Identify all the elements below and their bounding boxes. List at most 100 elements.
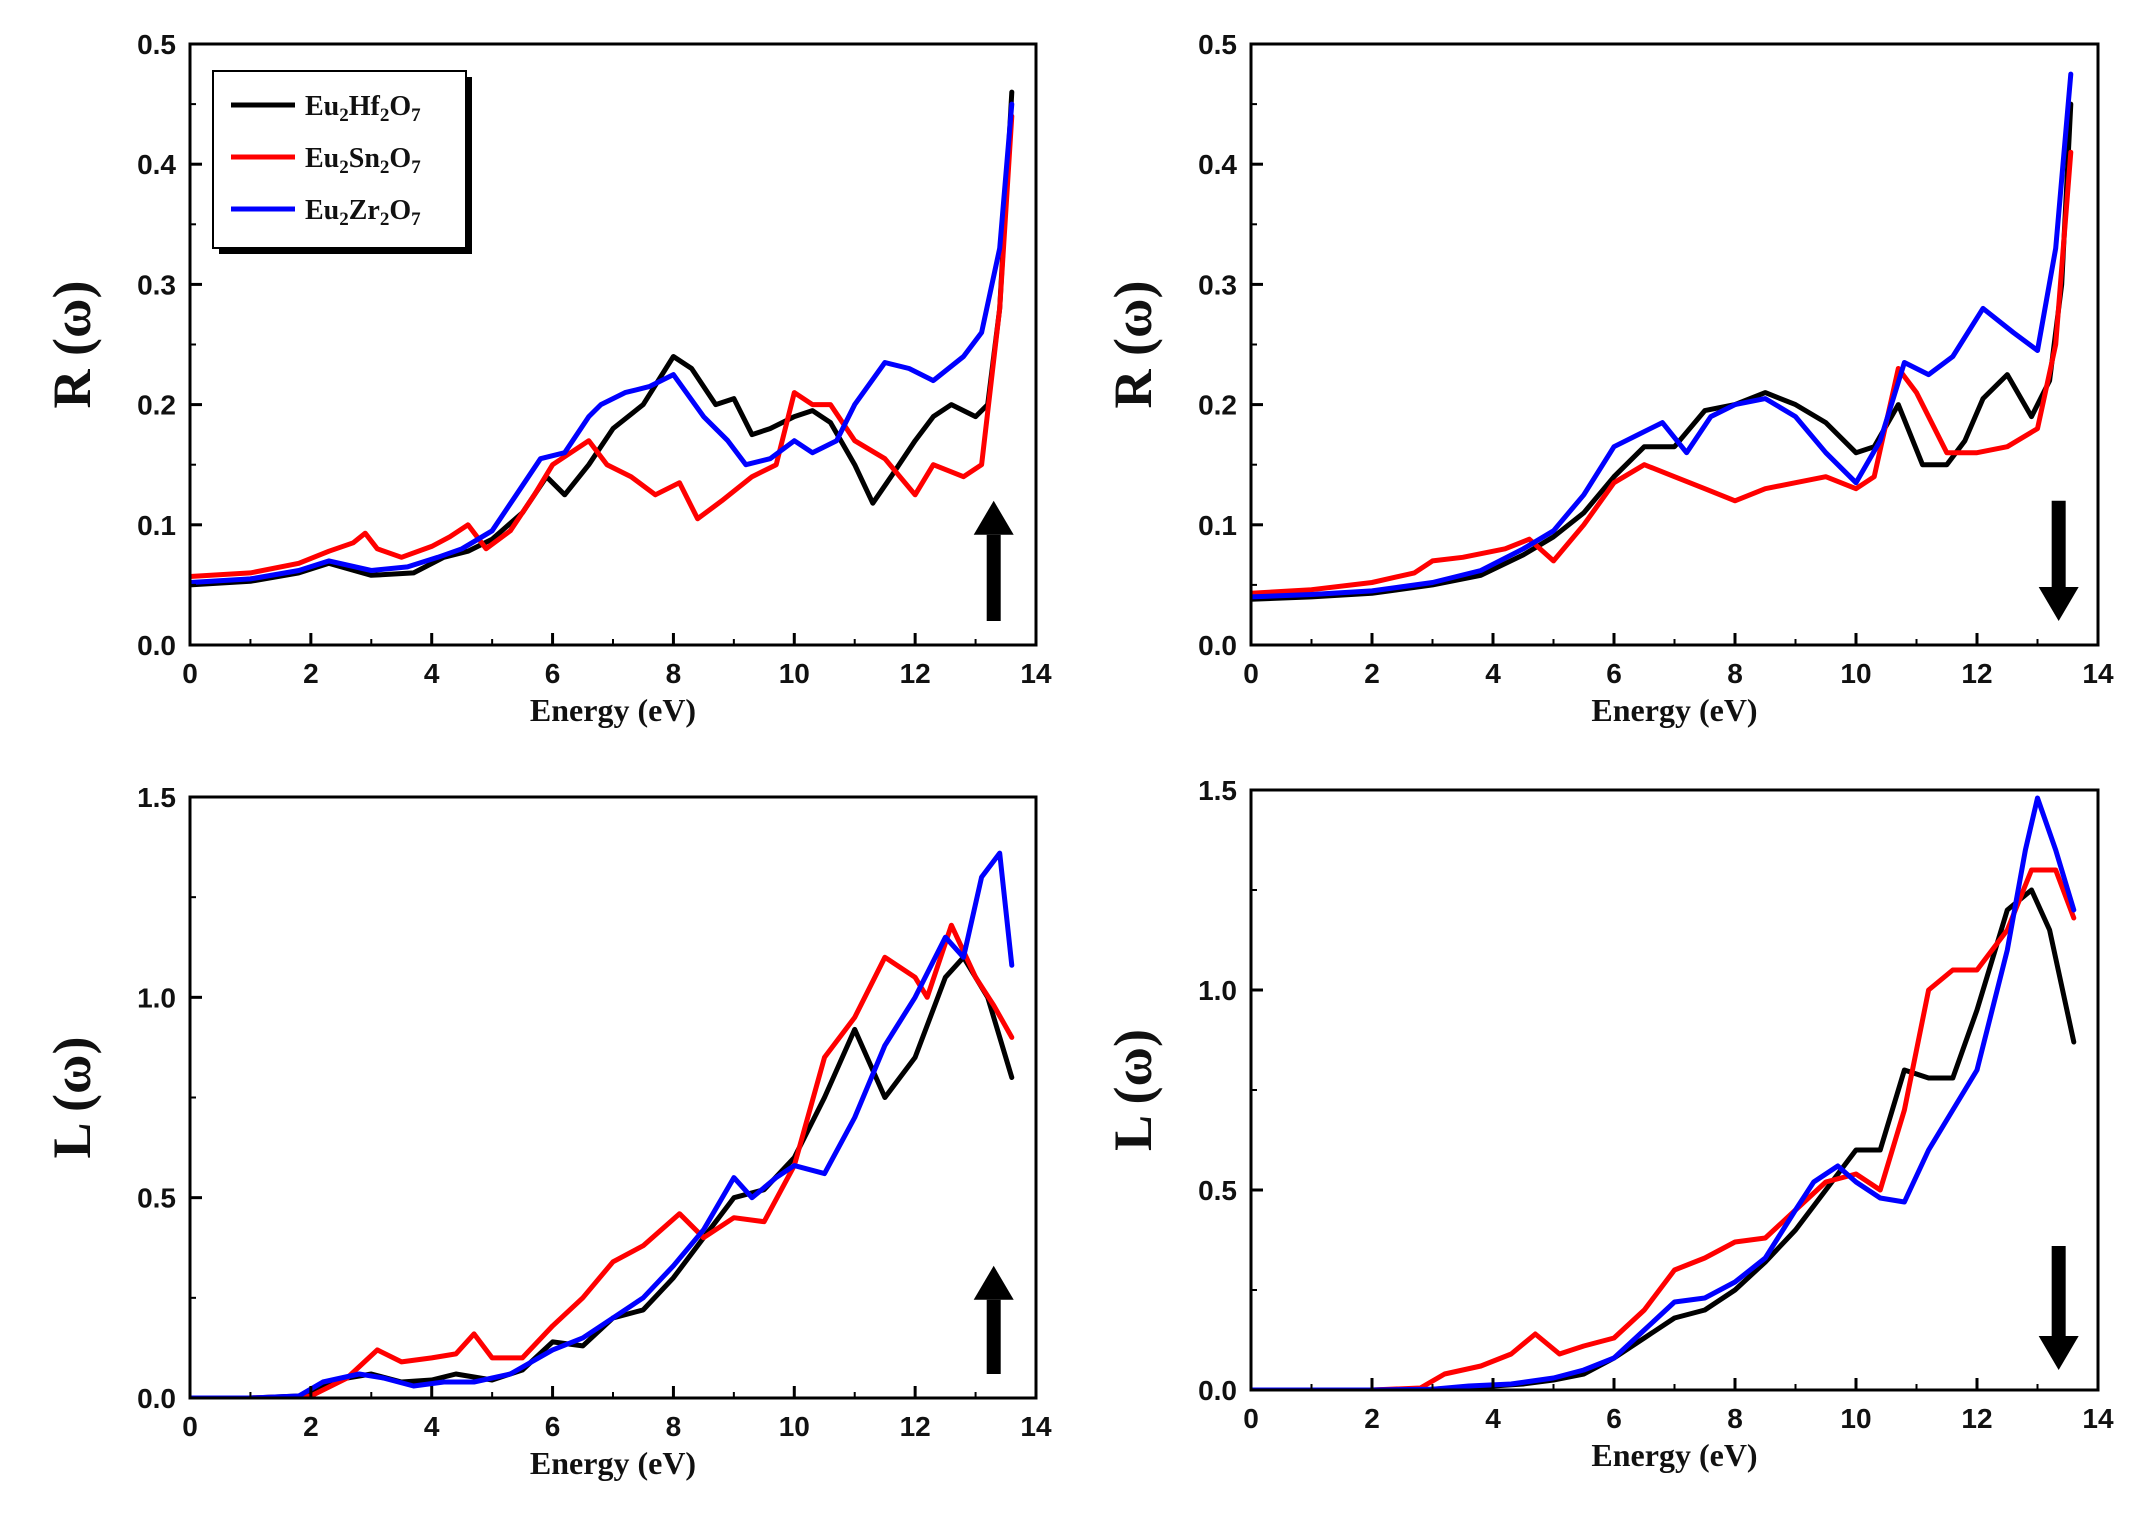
y-tick-label: 1.5 [1198, 775, 1237, 806]
legend-label-zr: Eu2Zr2O7 [305, 195, 421, 230]
x-tick-label: 14 [1020, 658, 1052, 689]
legend-text-part: O [389, 195, 411, 226]
series-line-zr [190, 850, 1015, 1398]
x-tick-label: 14 [1020, 1411, 1052, 1442]
y-axis-title: R (ω) [1103, 281, 1163, 409]
x-tick-label: 4 [424, 658, 440, 689]
arrow-head [2038, 1336, 2079, 1370]
y-tick-label: 0.3 [1198, 269, 1237, 300]
y-tick-label: 0.0 [1198, 1375, 1237, 1406]
legend-subscript: 7 [411, 105, 421, 126]
legend-text-part: O [389, 91, 411, 122]
x-tick-label: 14 [2082, 1403, 2114, 1434]
x-axis-title: Energy (eV) [1591, 1437, 1757, 1473]
x-tick-label: 0 [182, 658, 198, 689]
legend-label-sn: Eu2Sn2O7 [305, 143, 421, 178]
x-axis-title: Energy (eV) [530, 1445, 696, 1481]
series-line-sn [190, 113, 1015, 579]
y-tick-label: 0.5 [137, 1183, 176, 1214]
y-axis-title: L (ω) [1103, 1029, 1163, 1151]
y-tick-label: 0.0 [1198, 630, 1237, 661]
legend-text-part: Zr [349, 195, 380, 226]
series-line-hf [190, 89, 1015, 588]
legend-text-part: O [389, 143, 411, 174]
x-tick-label: 0 [182, 1411, 198, 1442]
x-tick-label: 10 [779, 658, 810, 689]
x-tick-label: 12 [1961, 658, 1992, 689]
series-line-zr [190, 101, 1015, 585]
y-tick-label: 0.4 [137, 149, 176, 180]
panel-L-left: 0 2 4 6 8 10 12 14 0.0 0.5 1.0 1.5 Energy (eV) L (ω) [42, 782, 1052, 1481]
panel-R-left: 0 2 4 6 8 10 12 14 0.0 0.1 0.2 0.3 0.4 0.5 Energy (eV)… [42, 29, 1052, 728]
legend-text-part: Hf [349, 91, 381, 122]
x-tick-label: 10 [1840, 658, 1871, 689]
legend-label-hf: Eu2Hf2O7 [305, 91, 421, 126]
x-tick-label: 0 [1243, 658, 1259, 689]
x-tick-label: 4 [424, 1411, 440, 1442]
x-tick-label: 14 [2082, 658, 2114, 689]
legend-subscript: 2 [339, 209, 349, 230]
legend-subscript: 7 [411, 209, 421, 230]
x-tick-label: 2 [303, 658, 319, 689]
x-tick-label: 0 [1243, 1403, 1259, 1434]
arrow-head [2038, 586, 2079, 621]
arrow-head [973, 500, 1014, 535]
x-tick-label: 12 [900, 1411, 931, 1442]
series-line-hf [190, 954, 1015, 1398]
y-tick-label: 0.5 [1198, 29, 1237, 60]
x-tick-label: 10 [779, 1411, 810, 1442]
legend-subscript: 2 [380, 209, 390, 230]
x-tick-label: 6 [1606, 1403, 1622, 1434]
series-line-zr [1251, 71, 2074, 600]
x-tick-label: 2 [303, 1411, 319, 1442]
y-tick-label: 1.0 [137, 982, 176, 1013]
x-axis-title: Energy (eV) [1591, 692, 1757, 728]
legend-subscript: 2 [339, 157, 349, 178]
y-tick-label: 1.0 [1198, 975, 1237, 1006]
legend-subscript: 2 [339, 105, 349, 126]
y-tick-label: 0.0 [137, 1383, 176, 1414]
y-tick-label: 0.4 [1198, 149, 1237, 180]
x-tick-label: 2 [1364, 1403, 1380, 1434]
x-tick-label: 6 [545, 658, 561, 689]
x-tick-label: 8 [666, 1411, 682, 1442]
y-tick-label: 0.1 [137, 510, 176, 541]
y-axis-title: R (ω) [42, 281, 102, 409]
x-tick-label: 4 [1485, 1403, 1501, 1434]
y-tick-label: 0.2 [1198, 390, 1237, 421]
panel-L-right: 0 2 4 6 8 10 12 14 0.0 0.5 1.0 1.5 Energy (eV) L (ω) [1103, 775, 2114, 1473]
legend-text-part: Eu [305, 91, 339, 122]
y-tick-label: 0.2 [137, 390, 176, 421]
y-tick-label: 0.5 [1198, 1175, 1237, 1206]
x-tick-label: 8 [1727, 658, 1743, 689]
x-tick-label: 12 [900, 658, 931, 689]
x-tick-label: 6 [1606, 658, 1622, 689]
y-tick-label: 0.3 [137, 269, 176, 300]
series-line-sn [1251, 867, 2077, 1390]
legend-subscript: 7 [411, 157, 421, 178]
x-axis-title: Energy (eV) [530, 692, 696, 728]
x-tick-label: 12 [1961, 1403, 1992, 1434]
y-axis-title: L (ω) [42, 1037, 102, 1159]
x-tick-label: 6 [545, 1411, 561, 1442]
x-tick-label: 8 [1727, 1403, 1743, 1434]
series-line-zr [1251, 795, 2077, 1390]
panel-R-right: 0 2 4 6 8 10 12 14 0.0 0.1 0.2 0.3 0.4 0.5 Energy (eV)… [1103, 29, 2114, 728]
x-tick-label: 8 [666, 658, 682, 689]
series-line-hf [1251, 101, 2074, 602]
legend-subscript: 2 [380, 105, 390, 126]
plot-frame [1249, 42, 2100, 647]
series-line-sn [1251, 149, 2074, 596]
x-tick-label: 4 [1485, 658, 1501, 689]
y-tick-label: 0.1 [1198, 510, 1237, 541]
plot-frame [188, 795, 1038, 1400]
legend-subscript: 2 [380, 157, 390, 178]
x-tick-label: 10 [1840, 1403, 1871, 1434]
y-tick-label: 1.5 [137, 782, 176, 813]
legend-text-part: Eu [305, 143, 339, 174]
arrow-head [973, 1265, 1014, 1300]
y-tick-label: 0.5 [137, 29, 176, 60]
x-tick-label: 2 [1364, 658, 1380, 689]
